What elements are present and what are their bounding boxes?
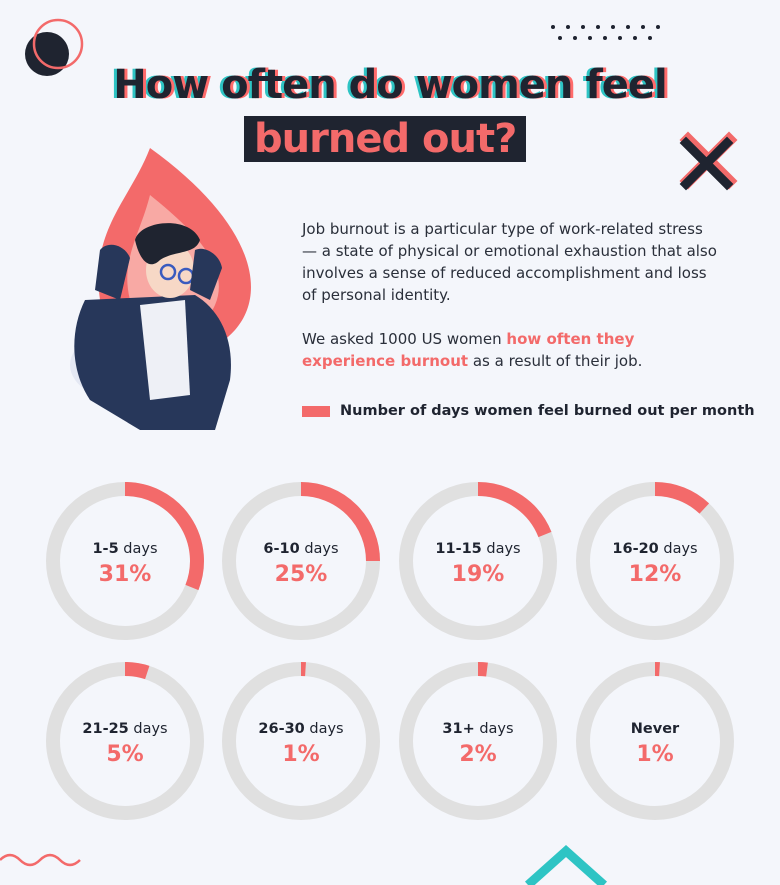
intro-p2-highlight: how often they experience burnout <box>302 330 635 370</box>
value-label: 5% <box>106 742 143 767</box>
donut-track <box>576 662 734 820</box>
donut-chart: 21-25 days 5% <box>46 661 204 820</box>
legend-swatch <box>302 405 330 417</box>
value-label: 2% <box>459 742 496 767</box>
page-title: How often do women feel <box>113 62 667 108</box>
category-label: 6-10 days <box>263 541 338 557</box>
donut-chart: 11-15 days 19% <box>399 482 557 640</box>
category-label-bold: 6-10 <box>263 541 299 557</box>
circle-decor-icon <box>25 18 84 76</box>
category-label-suffix: days <box>129 721 168 737</box>
value-label: 31% <box>99 562 152 587</box>
intro-paragraph-1: Job burnout is a particular type of work… <box>302 220 717 304</box>
woman-flame-illustration <box>70 148 251 430</box>
donut-chart: 31+ days 2% <box>399 662 557 820</box>
legend-label: Number of days women feel burned out per… <box>340 403 755 419</box>
category-label-bold: 1-5 <box>92 541 118 557</box>
category-label: 11-15 days <box>435 541 520 557</box>
value-label: 12% <box>629 562 682 587</box>
value-label: 1% <box>636 742 673 767</box>
donut-track <box>222 662 380 820</box>
category-label-suffix: days <box>475 721 514 737</box>
category-label: 31+ days <box>442 721 513 737</box>
donut-track <box>399 662 557 820</box>
category-label-suffix: days <box>659 541 698 557</box>
category-label-bold: 26-30 <box>258 721 304 737</box>
dots-decor-icon <box>551 25 660 40</box>
category-label-suffix: days <box>300 541 339 557</box>
value-label: 25% <box>275 562 328 587</box>
donut-chart: Never 1% <box>576 661 734 820</box>
donut-track <box>576 482 734 640</box>
category-label-suffix: days <box>119 541 158 557</box>
triangle-decor-icon <box>524 844 608 885</box>
category-label: 21-25 days <box>82 721 167 737</box>
category-label-suffix: days <box>482 541 521 557</box>
category-label-bold: 11-15 <box>435 541 481 557</box>
intro-p2-pre: We asked 1000 US women <box>302 330 507 348</box>
x-decor-icon <box>679 131 738 191</box>
donut-chart: 6-10 days 25% <box>222 482 380 640</box>
donut-slice <box>477 662 488 677</box>
category-label: 16-20 days <box>612 541 697 557</box>
category-label: 26-30 days <box>258 721 343 737</box>
donut-slice <box>124 482 204 591</box>
category-label-bold: Never <box>631 721 680 737</box>
value-label: 1% <box>282 742 319 767</box>
donut-slice <box>654 482 710 514</box>
donut-chart: 26-30 days 1% <box>222 661 380 820</box>
donut-slice <box>124 661 150 680</box>
wave-decor-icon <box>0 853 81 867</box>
donut-slice <box>300 482 380 562</box>
category-label: Never <box>631 721 680 737</box>
intro-text: Job burnout is a particular type of work… <box>302 218 722 394</box>
donut-chart: 16-20 days 12% <box>576 482 734 640</box>
donut-track <box>46 662 204 820</box>
legend: Number of days women feel burned out per… <box>302 403 755 419</box>
category-label-bold: 31+ <box>442 721 474 737</box>
donut-slice <box>477 482 552 538</box>
category-label: 1-5 days <box>92 541 157 557</box>
value-label: 19% <box>452 562 505 587</box>
category-label-bold: 21-25 <box>82 721 128 737</box>
category-label-suffix: days <box>305 721 344 737</box>
intro-paragraph-2: We asked 1000 US women how often they ex… <box>302 328 722 372</box>
donut-chart: 1-5 days 31% <box>46 482 204 640</box>
intro-p2-post: as a result of their job. <box>468 352 643 370</box>
page-title-highlight: burned out? <box>244 116 527 162</box>
category-label-bold: 16-20 <box>612 541 658 557</box>
